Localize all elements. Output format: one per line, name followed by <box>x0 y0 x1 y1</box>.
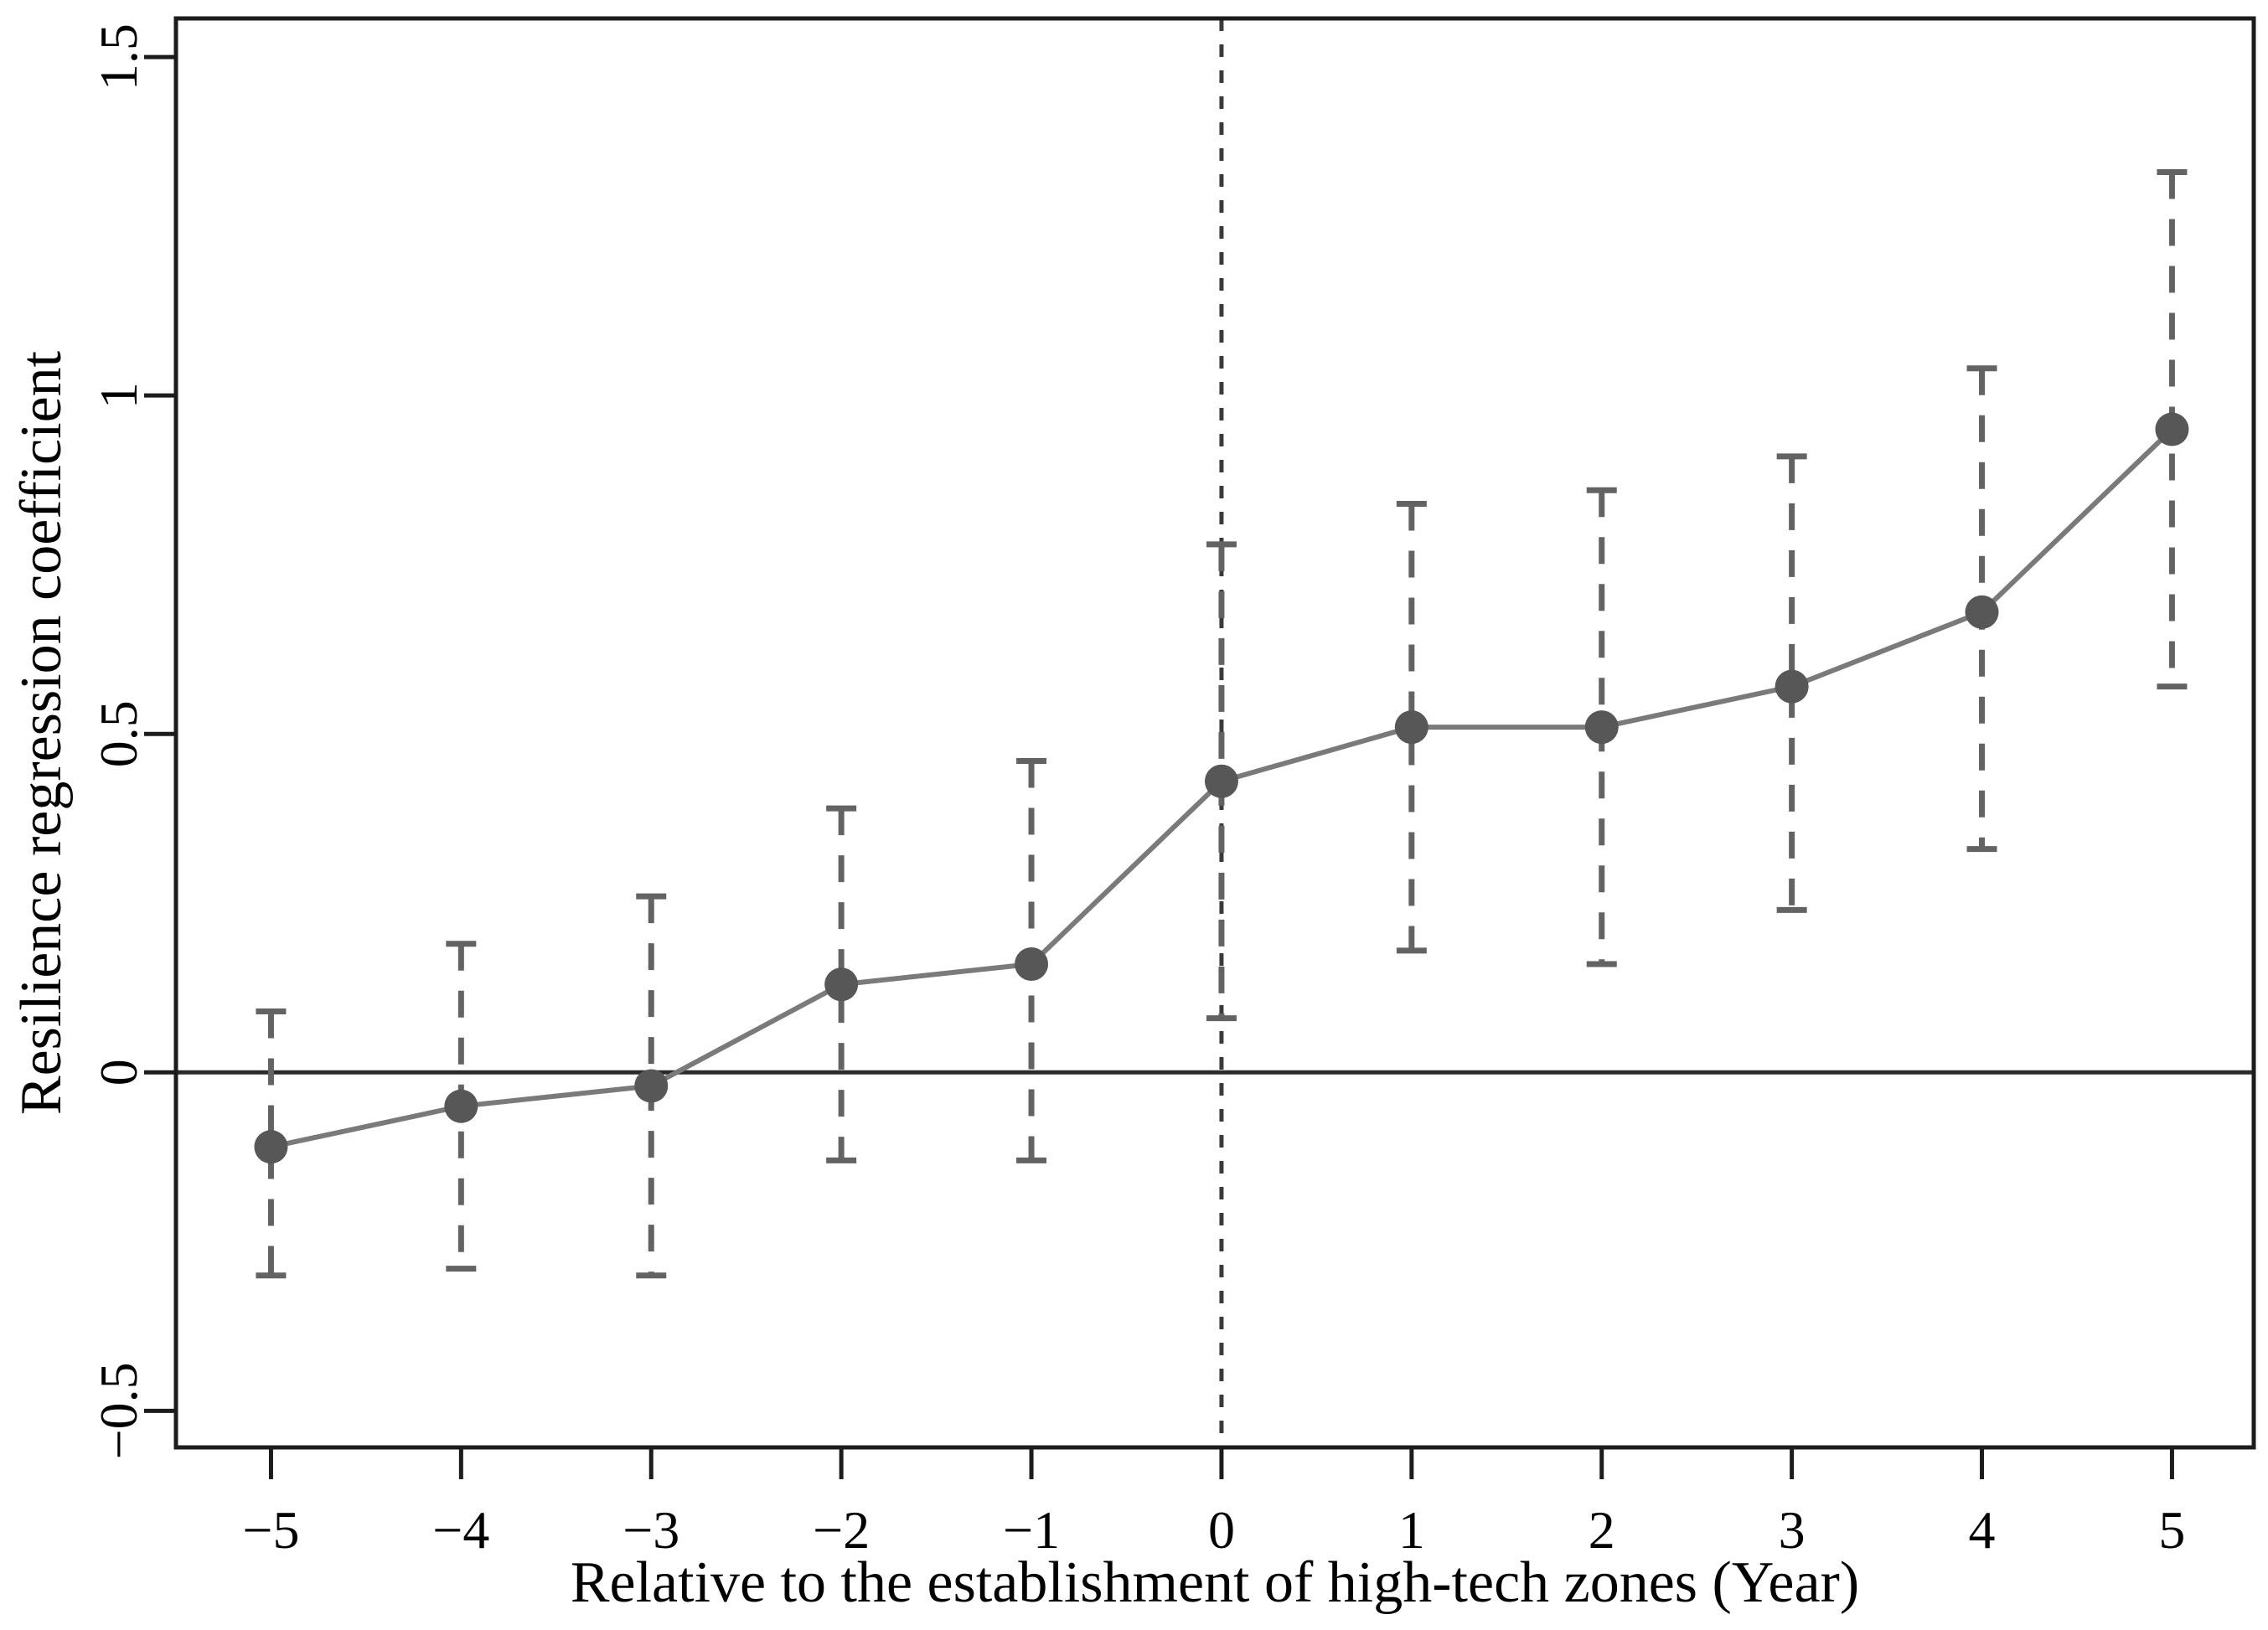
frame-layer <box>173 16 2256 1450</box>
series-layer <box>254 412 2189 1164</box>
y-tick-label: −0.5 <box>89 1362 148 1459</box>
data-point <box>1394 710 1428 745</box>
x-tick-label: 2 <box>1589 1500 1615 1560</box>
x-tick-label: −3 <box>623 1500 679 1560</box>
data-point <box>1204 764 1238 798</box>
y-axis-title: Resilience regression coefficient <box>9 350 74 1115</box>
x-tick-label: −4 <box>432 1500 489 1560</box>
x-tick-label: −5 <box>242 1500 299 1560</box>
reference-lines-layer <box>176 18 2254 1447</box>
data-point <box>634 1069 669 1103</box>
data-point <box>824 967 859 1002</box>
data-point <box>1775 669 1809 704</box>
y-tick-label: 0 <box>89 1059 148 1086</box>
ticks-layer: 1.5 1 0.5 0 −0.5 −5 −4 −3 −2 −1 0 1 2 3 4 5 <box>89 23 2185 1560</box>
data-point <box>2155 412 2189 446</box>
data-point <box>254 1130 288 1164</box>
y-tick-label: 1.5 <box>89 23 148 90</box>
x-tick-label: −2 <box>813 1500 870 1560</box>
x-tick-label: 1 <box>1398 1500 1425 1560</box>
plot-frame <box>173 16 2256 1450</box>
x-tick-label: 3 <box>1779 1500 1806 1560</box>
data-point <box>444 1089 478 1123</box>
y-tick-label: 0.5 <box>89 700 148 767</box>
x-tick-label: −1 <box>1003 1500 1060 1560</box>
y-tick-label: 1 <box>89 382 148 409</box>
data-point <box>1584 710 1619 745</box>
data-point <box>1965 595 1999 629</box>
data-point <box>1015 947 1049 981</box>
x-tick-label: 5 <box>2158 1500 2185 1560</box>
x-tick-label: 4 <box>1969 1500 1996 1560</box>
x-tick-label: 0 <box>1208 1500 1235 1560</box>
x-axis-title: Relative to the establishment of high-te… <box>571 1550 1859 1615</box>
